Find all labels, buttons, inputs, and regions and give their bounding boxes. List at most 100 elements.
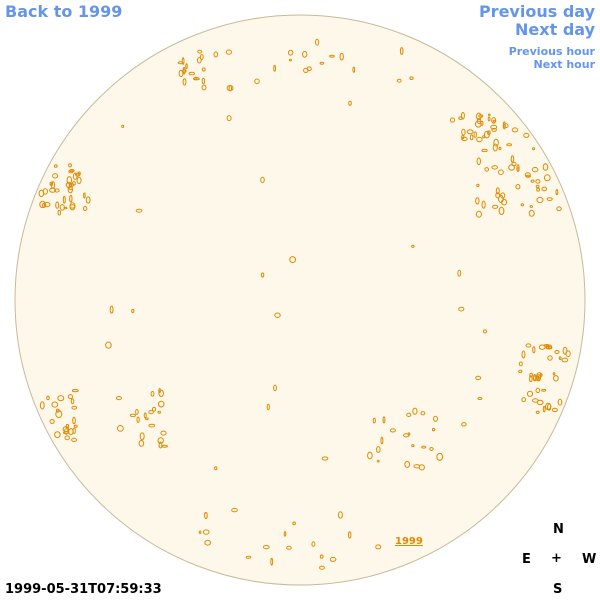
contour-mark: [274, 312, 281, 318]
contour-mark: [157, 437, 164, 444]
contour-mark: [71, 437, 78, 442]
contour-mark: [396, 78, 402, 83]
contour-mark: [82, 206, 88, 211]
contour-mark: [148, 410, 154, 415]
contour-mark: [521, 397, 527, 403]
contour-mark: [292, 521, 296, 526]
contour-mark: [488, 113, 491, 117]
contour-mark: [399, 47, 404, 55]
contour-mark: [449, 117, 456, 123]
contour-mark: [54, 188, 60, 193]
contour-mark: [83, 192, 86, 199]
contour-layer: [38, 38, 571, 570]
contour-mark: [196, 57, 202, 64]
contour-mark: [490, 124, 498, 130]
contour-mark: [521, 350, 526, 359]
contour-mark: [348, 100, 352, 106]
contour-mark: [286, 545, 292, 550]
contour-mark: [503, 123, 509, 129]
contour-mark: [72, 427, 76, 434]
contour-mark: [143, 412, 147, 419]
contour-mark: [182, 78, 187, 86]
contour-mark: [41, 202, 47, 208]
contour-mark: [498, 169, 504, 175]
contour-mark: [412, 407, 418, 415]
contour-mark: [492, 119, 496, 123]
contour-mark: [198, 530, 202, 534]
contour-mark: [42, 188, 48, 195]
contour-mark: [270, 557, 274, 566]
compass-east-label: E: [522, 552, 531, 567]
contour-mark: [158, 388, 161, 394]
next-hour-link[interactable]: Next hour: [533, 58, 596, 71]
contour-mark: [436, 452, 444, 461]
contour-mark: [129, 413, 136, 417]
contour-mark: [226, 115, 232, 122]
previous-day-link[interactable]: Previous day: [478, 2, 595, 21]
contour-mark: [491, 165, 499, 170]
contour-mark: [283, 531, 287, 537]
contour-mark: [475, 375, 482, 380]
contour-mark: [311, 541, 316, 547]
contour-mark: [476, 183, 480, 188]
contour-mark: [502, 121, 506, 130]
contour-mark: [516, 167, 520, 172]
contour-mark: [65, 423, 70, 429]
contour-mark: [273, 64, 277, 72]
contour-mark: [474, 120, 482, 128]
contour-mark: [204, 539, 211, 546]
contour-mark: [319, 554, 324, 559]
contour-mark: [536, 399, 544, 406]
contour-mark: [481, 200, 486, 209]
contour-mark: [157, 400, 165, 408]
contour-mark: [49, 181, 54, 187]
contour-mark: [476, 112, 482, 121]
contour-mark: [145, 417, 149, 421]
contour-mark: [493, 138, 499, 147]
contour-mark: [532, 346, 536, 354]
contour-mark: [535, 374, 542, 382]
contour-mark: [57, 395, 65, 402]
contour-mark: [547, 403, 552, 411]
contour-mark: [466, 129, 474, 135]
contour-mark: [69, 194, 73, 203]
contour-mark: [484, 167, 490, 172]
contour-mark: [409, 76, 414, 80]
contour-mark: [407, 432, 411, 436]
contour-mark: [214, 466, 218, 471]
contour-mark: [69, 202, 76, 211]
contour-mark: [71, 389, 79, 393]
contour-mark: [382, 416, 386, 424]
contour-mark: [556, 206, 562, 212]
contour-mark: [554, 350, 560, 354]
contour-mark: [193, 77, 200, 81]
contour-mark: [495, 187, 500, 195]
next-day-link[interactable]: Next day: [515, 20, 595, 39]
contour-mark: [197, 49, 203, 54]
contour-mark: [182, 66, 186, 75]
contour-mark: [376, 446, 381, 453]
contour-mark: [266, 403, 270, 411]
contour-mark: [487, 116, 491, 122]
contour-mark: [495, 192, 501, 199]
contour-mark: [131, 308, 135, 314]
previous-hour-link[interactable]: Previous hour: [508, 45, 595, 58]
contour-mark: [561, 357, 569, 363]
contour-mark: [367, 451, 373, 460]
contour-mark: [62, 195, 66, 204]
contour-mark: [150, 390, 155, 397]
contour-mark: [121, 124, 125, 129]
contour-mark: [181, 57, 185, 65]
back-to-year-link[interactable]: Back to 1999: [5, 2, 123, 21]
contour-mark: [303, 67, 309, 74]
contour-mark: [532, 147, 536, 151]
contour-mark: [525, 343, 532, 348]
contour-mark: [68, 183, 73, 191]
year-link[interactable]: 1999: [395, 536, 423, 547]
contour-mark: [380, 436, 384, 445]
contour-mark: [302, 50, 308, 58]
contour-mark: [476, 136, 483, 143]
contour-mark: [420, 411, 426, 416]
contour-mark: [536, 196, 544, 204]
